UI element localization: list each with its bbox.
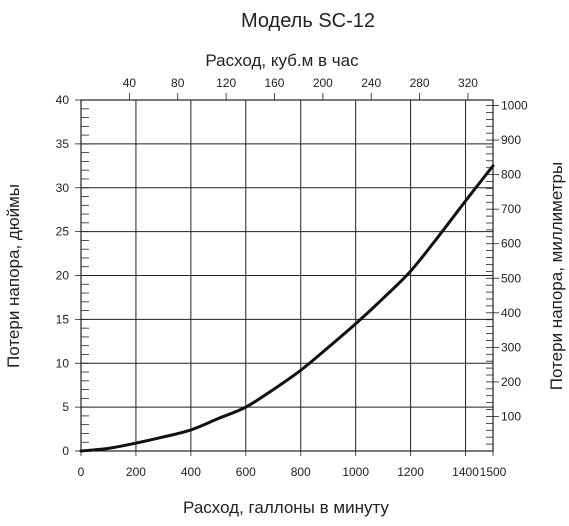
x-tick-label: 1200 — [397, 465, 424, 479]
ticks-layer — [75, 93, 499, 456]
y-tick-label: 0 — [62, 444, 69, 458]
x-tick-label: 600 — [236, 465, 256, 479]
x2-tick-label: 160 — [264, 76, 284, 90]
y-tick-label: 25 — [56, 225, 70, 239]
chart-title: Модель SC-12 — [241, 10, 375, 32]
grid-layer — [80, 99, 494, 452]
series-layer — [79, 164, 495, 453]
y-tick-label: 30 — [56, 181, 70, 195]
y-tick-label: 35 — [56, 137, 70, 151]
x2-tick-label: 280 — [410, 76, 430, 90]
x-tick-label: 1400 — [452, 465, 479, 479]
x-tick-label: 200 — [126, 465, 146, 479]
x2-tick-label: 120 — [216, 76, 236, 90]
x-tick-label: 400 — [181, 465, 201, 479]
x-tick-label: 800 — [291, 465, 311, 479]
y2-tick-label: 700 — [501, 202, 521, 216]
tick-labels-layer: 0 200 400 600 800 1000 1200 1400 1500 0 5 10 15 20 25 3… — [56, 76, 528, 479]
x2-tick-label: 40 — [123, 76, 137, 90]
y2-tick-label: 300 — [501, 340, 521, 354]
y2-tick-label: 800 — [501, 168, 521, 182]
y-tick-label: 20 — [56, 269, 70, 283]
y2-tick-label: 600 — [501, 237, 521, 251]
x2-tick-label: 240 — [361, 76, 381, 90]
y2-tick-label: 100 — [501, 409, 521, 423]
x2-tick-label: 200 — [313, 76, 333, 90]
y-axis-title: Потери напора, дюймы — [4, 184, 23, 368]
y-tick-label: 15 — [56, 312, 70, 326]
x-axis-title: Расход, галлоны в минуту — [183, 498, 389, 517]
x2-tick-label: 320 — [458, 76, 478, 90]
x-tick-label: 0 — [78, 465, 85, 479]
x-tick-label: 1500 — [480, 465, 507, 479]
y2-tick-label: 900 — [501, 133, 521, 147]
x2-tick-label: 80 — [171, 76, 185, 90]
right-axis-title: Потери напора, миллиметры — [547, 162, 566, 390]
x-tick-label: 1000 — [342, 465, 369, 479]
y2-tick-label: 200 — [501, 375, 521, 389]
y-tick-label: 40 — [56, 93, 70, 107]
top-axis-title: Расход, куб.м в час — [205, 51, 359, 70]
y-tick-label: 5 — [62, 400, 69, 414]
y2-tick-label: 1000 — [501, 99, 528, 113]
y2-tick-label: 500 — [501, 271, 521, 285]
y-tick-label: 10 — [56, 356, 70, 370]
y2-tick-label: 400 — [501, 306, 521, 320]
series-line-0 — [79, 164, 495, 453]
